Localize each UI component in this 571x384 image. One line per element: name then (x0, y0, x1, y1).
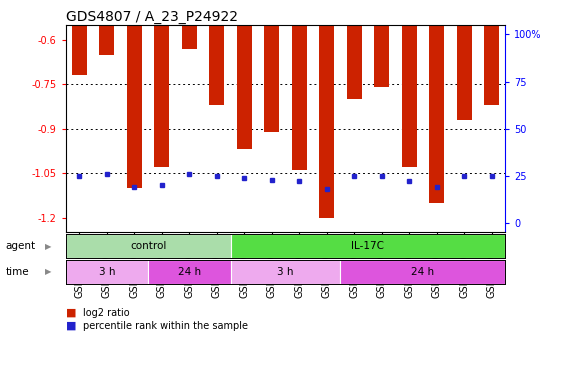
Bar (457, 25, 472, 120)
Bar (182, 25, 197, 49)
Bar (231, 234, 505, 258)
Text: ■: ■ (66, 308, 76, 318)
Bar (99, 25, 114, 55)
Text: time: time (6, 267, 29, 277)
Text: percentile rank within the sample: percentile rank within the sample (83, 321, 248, 331)
Bar (237, 25, 252, 149)
Text: ■: ■ (66, 321, 76, 331)
Bar (66, 234, 231, 258)
Text: 3 h: 3 h (278, 267, 293, 277)
Text: IL-17C: IL-17C (351, 241, 384, 251)
Bar (154, 25, 170, 167)
Text: control: control (130, 241, 166, 251)
Bar (292, 25, 307, 170)
Bar (127, 25, 142, 188)
Bar (401, 25, 417, 167)
Bar (484, 25, 499, 105)
Bar (264, 25, 279, 132)
Text: 24 h: 24 h (178, 267, 201, 277)
Bar (319, 25, 334, 217)
Bar (148, 260, 231, 284)
Text: ▶: ▶ (45, 242, 52, 251)
Bar (429, 25, 444, 203)
Text: agent: agent (6, 241, 36, 251)
Bar (209, 25, 224, 105)
Bar (66, 260, 148, 284)
Text: GDS4807 / A_23_P24922: GDS4807 / A_23_P24922 (66, 10, 238, 24)
Text: log2 ratio: log2 ratio (83, 308, 130, 318)
Bar (231, 260, 340, 284)
Text: 3 h: 3 h (99, 267, 115, 277)
Text: 24 h: 24 h (411, 267, 435, 277)
Bar (72, 25, 87, 75)
Bar (347, 25, 362, 99)
Bar (374, 25, 389, 87)
Text: ▶: ▶ (45, 267, 52, 276)
Bar (340, 260, 505, 284)
